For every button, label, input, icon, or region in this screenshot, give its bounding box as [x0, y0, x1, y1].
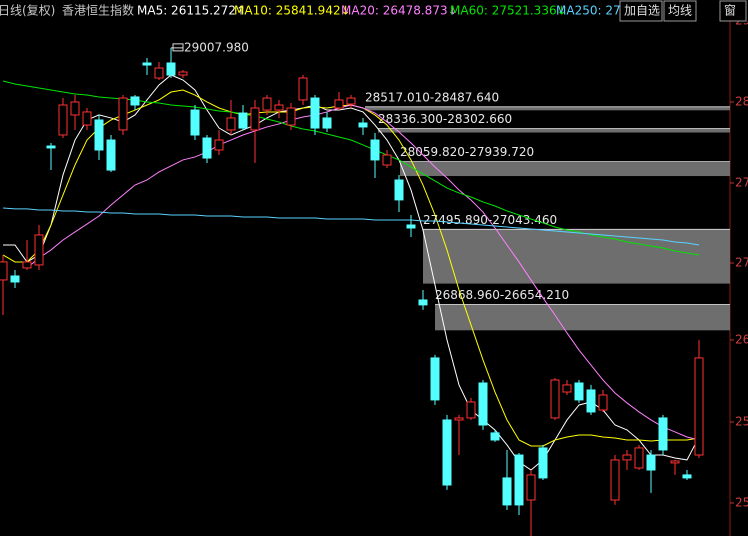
gap-label: 28059.820-27939.720: [400, 145, 534, 159]
candle-body: [214, 139, 224, 151]
candle-body: [286, 107, 296, 126]
candle-body: [646, 454, 656, 471]
candle-body: [118, 97, 128, 131]
candle-body: [598, 394, 608, 411]
toolbar-button-bg[interactable]: [663, 0, 697, 22]
candle-body: [70, 101, 80, 116]
candle-body: [166, 62, 176, 76]
candle-body: [370, 139, 380, 161]
candle-body: [394, 179, 404, 201]
candle-body: [202, 137, 212, 159]
plot: 2928272726252528517.010-28487.64028336.3…: [0, 13, 748, 536]
y-tick-label: 26: [735, 332, 748, 346]
candle-body: [190, 109, 200, 136]
legend-entry: MA60: 27521.336↓: [450, 4, 567, 18]
candle-body: [310, 97, 320, 129]
high-label: 29007.980: [184, 40, 249, 54]
legend-entry: MA250: 2747: [556, 4, 636, 18]
candle-body: [442, 419, 452, 486]
header-bar: [0, 0, 748, 21]
candle-body: [46, 145, 56, 149]
candle-body: [34, 234, 44, 266]
gap-box: [435, 304, 730, 331]
gap-box: [378, 128, 730, 133]
candle-body: [682, 474, 692, 479]
y-tick-label: 25: [735, 496, 748, 510]
candle-body: [622, 454, 632, 461]
candle-body: [382, 154, 392, 166]
candle-body: [10, 275, 20, 283]
candle-body: [58, 104, 68, 136]
candle-body: [658, 417, 668, 451]
candle-body: [322, 117, 332, 129]
candle-body: [0, 261, 8, 281]
legend-entry: MA10: 25841.942↓: [234, 4, 351, 18]
candle-body: [142, 62, 152, 66]
ma-line: [26, 104, 700, 441]
candle-body: [358, 122, 368, 128]
candle-body: [430, 357, 440, 401]
candle-body: [406, 224, 416, 229]
gap-label: 28336.300-28302.660: [378, 112, 512, 126]
candle-body: [82, 111, 92, 126]
candle-body: [250, 107, 260, 131]
candle-body: [454, 417, 464, 421]
candle-body: [694, 357, 704, 456]
candle-body: [274, 104, 284, 111]
toolbar-button-bg[interactable]: [619, 0, 663, 22]
candle-body: [262, 97, 272, 111]
candle-body: [526, 474, 536, 501]
candle-body: [610, 459, 620, 501]
candle-body: [94, 119, 104, 151]
legend-entry: MA20: 26478.873↓: [341, 4, 458, 18]
candle-body: [562, 384, 572, 393]
candle-body: [178, 71, 188, 76]
gap-label: 27495.890-27043.460: [423, 213, 557, 227]
gap-box: [423, 229, 730, 284]
period-label: 日线(复权): [0, 4, 55, 18]
y-tick-label: 28: [735, 94, 748, 108]
instrument-title: 香港恒生指数: [62, 3, 134, 18]
y-tick-label: 27: [735, 175, 748, 189]
candle-body: [466, 401, 476, 419]
candle-body: [502, 477, 512, 506]
candle-body: [478, 382, 488, 426]
candle-body: [346, 97, 356, 105]
candle-body: [490, 432, 500, 441]
toolbar: 加自选 均线 窗: [619, 0, 747, 22]
candle-body: [634, 447, 644, 469]
candle-body: [418, 299, 428, 306]
candle-body: [154, 67, 164, 79]
y-tick-label: 25: [735, 415, 748, 429]
candle-body: [130, 96, 140, 106]
candle-body: [22, 261, 32, 269]
candle-body: [334, 99, 344, 109]
header: 日线(复权) 香港恒生指数 MA5: 26115.272↑MA10: 25841…: [0, 3, 636, 18]
candle-body: [238, 112, 248, 129]
candle-body: [106, 139, 116, 171]
ma-line: [2, 207, 700, 246]
legend-entry: MA5: 26115.272↑: [137, 4, 246, 18]
gap-box: [400, 161, 730, 177]
gap-label: 26868.960-26654.210: [435, 288, 569, 302]
toolbar-button[interactable]: 均线: [668, 4, 692, 18]
gap-box: [365, 106, 730, 111]
candle-body: [226, 117, 236, 131]
candle-body: [298, 77, 308, 101]
candle-body: [514, 454, 524, 506]
candle-body: [574, 382, 584, 401]
toolbar-button-bg[interactable]: [719, 0, 747, 22]
toolbar-button[interactable]: 窗: [724, 4, 736, 18]
gap-label: 28517.010-28487.640: [365, 90, 499, 104]
candle-body: [586, 389, 596, 413]
toolbar-button[interactable]: 加自选: [624, 4, 660, 18]
candle-body: [670, 460, 680, 464]
y-tick-label: 27: [735, 256, 748, 270]
candle-body: [538, 447, 548, 479]
candle-body: [550, 379, 560, 419]
